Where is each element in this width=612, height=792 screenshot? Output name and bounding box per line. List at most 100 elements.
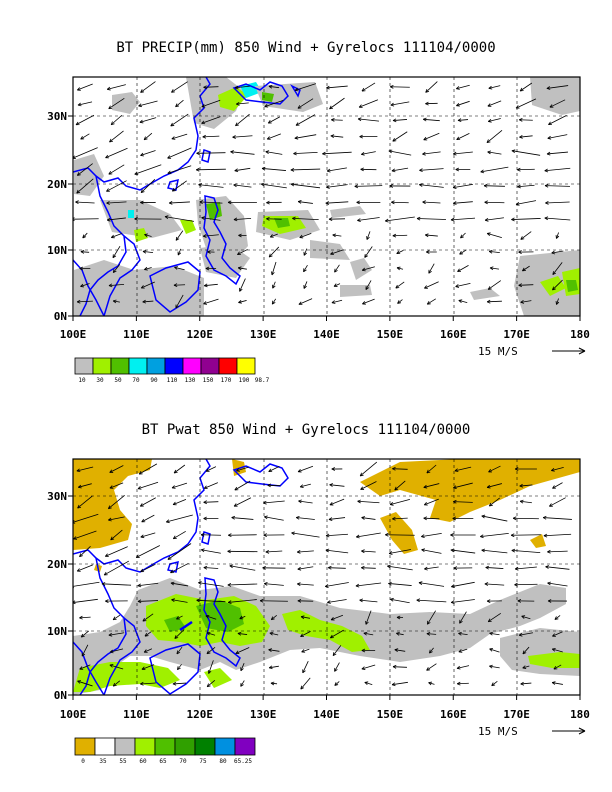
wind-arrowhead bbox=[271, 300, 276, 305]
wind-arrow bbox=[108, 284, 125, 286]
wind-arrowhead bbox=[268, 648, 273, 652]
wind-arrowhead bbox=[271, 271, 275, 276]
wind-arrow bbox=[544, 167, 571, 172]
wind-arrow bbox=[390, 101, 410, 106]
wind-arrowhead bbox=[547, 581, 551, 586]
wind-arrowhead bbox=[511, 548, 516, 553]
wind-arrowhead bbox=[486, 139, 491, 144]
wind-arrow bbox=[517, 184, 535, 188]
wind-arrow bbox=[361, 567, 376, 569]
wind-arrowhead bbox=[512, 516, 517, 521]
wind-arrowhead bbox=[294, 87, 299, 92]
colorbar-swatch bbox=[146, 357, 166, 375]
wind-arrowhead bbox=[514, 582, 518, 587]
wind-arrowhead bbox=[263, 500, 267, 505]
wind-arrowhead bbox=[107, 505, 112, 510]
wind-arrowhead bbox=[171, 598, 175, 603]
wind-arrow bbox=[453, 151, 473, 155]
wind-arrow bbox=[237, 249, 248, 255]
wind-arrow bbox=[451, 581, 475, 588]
wind-arrowhead bbox=[206, 683, 211, 688]
wind-arrowhead bbox=[171, 485, 176, 489]
x-tick-label: 170E bbox=[503, 708, 530, 721]
wind-arrowhead bbox=[422, 200, 426, 205]
wind-arrow bbox=[392, 517, 408, 520]
wind-arrow bbox=[356, 532, 381, 538]
wind-arrowhead bbox=[112, 269, 117, 273]
wind-arrowhead bbox=[237, 251, 241, 255]
wind-arrowhead bbox=[419, 183, 423, 187]
wind-arrow bbox=[459, 611, 467, 624]
wind-arrowhead bbox=[422, 151, 426, 156]
wind-arrowhead bbox=[261, 166, 266, 171]
wind-arrow bbox=[481, 515, 508, 522]
wind-arrowhead bbox=[520, 681, 525, 686]
x-tick-label: 120E bbox=[187, 328, 214, 341]
wind-arrow bbox=[77, 495, 93, 509]
colorbar-swatch bbox=[94, 737, 116, 756]
wind-arrowhead bbox=[326, 185, 330, 189]
wind-arrowhead bbox=[428, 681, 433, 686]
wind-arrow bbox=[240, 680, 245, 687]
wind-arrow bbox=[203, 298, 219, 305]
wind-arrowhead bbox=[396, 632, 400, 636]
wind-arrow bbox=[392, 119, 408, 121]
wind-arrow bbox=[358, 99, 379, 108]
wind-arrow bbox=[297, 566, 314, 570]
wind-arrowhead bbox=[520, 300, 525, 304]
wind-arrow bbox=[82, 232, 88, 239]
wind-arrowhead bbox=[203, 485, 208, 489]
wind-arrow bbox=[423, 118, 440, 122]
wind-arrow bbox=[79, 664, 91, 670]
wind-arrow bbox=[547, 550, 568, 553]
wind-arrowhead bbox=[176, 616, 180, 620]
wind-arrow bbox=[203, 86, 219, 88]
wind-arrowhead bbox=[544, 183, 549, 188]
wind-arrowhead bbox=[203, 85, 207, 90]
wind-arrowhead bbox=[456, 665, 461, 670]
wind-arrowhead bbox=[171, 136, 176, 140]
wind-arrowhead bbox=[429, 649, 433, 654]
wind-arrowhead bbox=[234, 168, 239, 173]
wind-arrowhead bbox=[329, 105, 334, 110]
wind-arrow bbox=[170, 113, 189, 127]
wind-arrow bbox=[267, 133, 281, 140]
colorbar-swatch bbox=[128, 357, 148, 375]
wind-arrow bbox=[300, 616, 311, 619]
colorbar-label: 75 bbox=[199, 758, 207, 765]
wind-arrowhead bbox=[112, 616, 117, 621]
wind-arrowhead bbox=[139, 119, 144, 124]
wind-arrowhead bbox=[141, 666, 146, 671]
wind-arrow bbox=[110, 114, 123, 126]
wind-arrowhead bbox=[142, 299, 147, 304]
wind-arrow bbox=[515, 200, 537, 205]
wind-arrowhead bbox=[396, 250, 401, 255]
reference-vector-label: 15 M/S bbox=[478, 725, 518, 738]
wind-arrowhead bbox=[302, 669, 306, 674]
wind-arrow bbox=[140, 563, 156, 573]
wind-arrowhead bbox=[229, 564, 234, 569]
wind-arrow bbox=[552, 279, 563, 291]
wind-arrow bbox=[109, 465, 124, 473]
wind-arrowhead bbox=[549, 104, 554, 108]
wind-arrowhead bbox=[137, 486, 142, 490]
wind-arrowhead bbox=[299, 484, 304, 488]
wind-arrow bbox=[202, 135, 220, 138]
wind-arrowhead bbox=[356, 200, 360, 205]
wind-arrowhead bbox=[265, 150, 270, 154]
wind-arrowhead bbox=[138, 471, 143, 475]
wind-arrow bbox=[518, 284, 534, 286]
wind-arrow bbox=[456, 100, 470, 107]
wind-arrowhead bbox=[424, 233, 429, 238]
wind-arrow bbox=[238, 267, 247, 270]
wind-arrowhead bbox=[144, 233, 148, 238]
wind-arrow bbox=[170, 582, 189, 587]
wind-arrow bbox=[232, 135, 253, 138]
wind-arrow bbox=[511, 218, 541, 220]
wind-arrowhead bbox=[388, 581, 392, 586]
wind-arrow bbox=[522, 665, 530, 669]
wind-arrowhead bbox=[487, 286, 492, 290]
wind-arrowhead bbox=[206, 650, 211, 655]
wind-arrow bbox=[488, 465, 501, 473]
wind-arrowhead bbox=[203, 500, 208, 505]
